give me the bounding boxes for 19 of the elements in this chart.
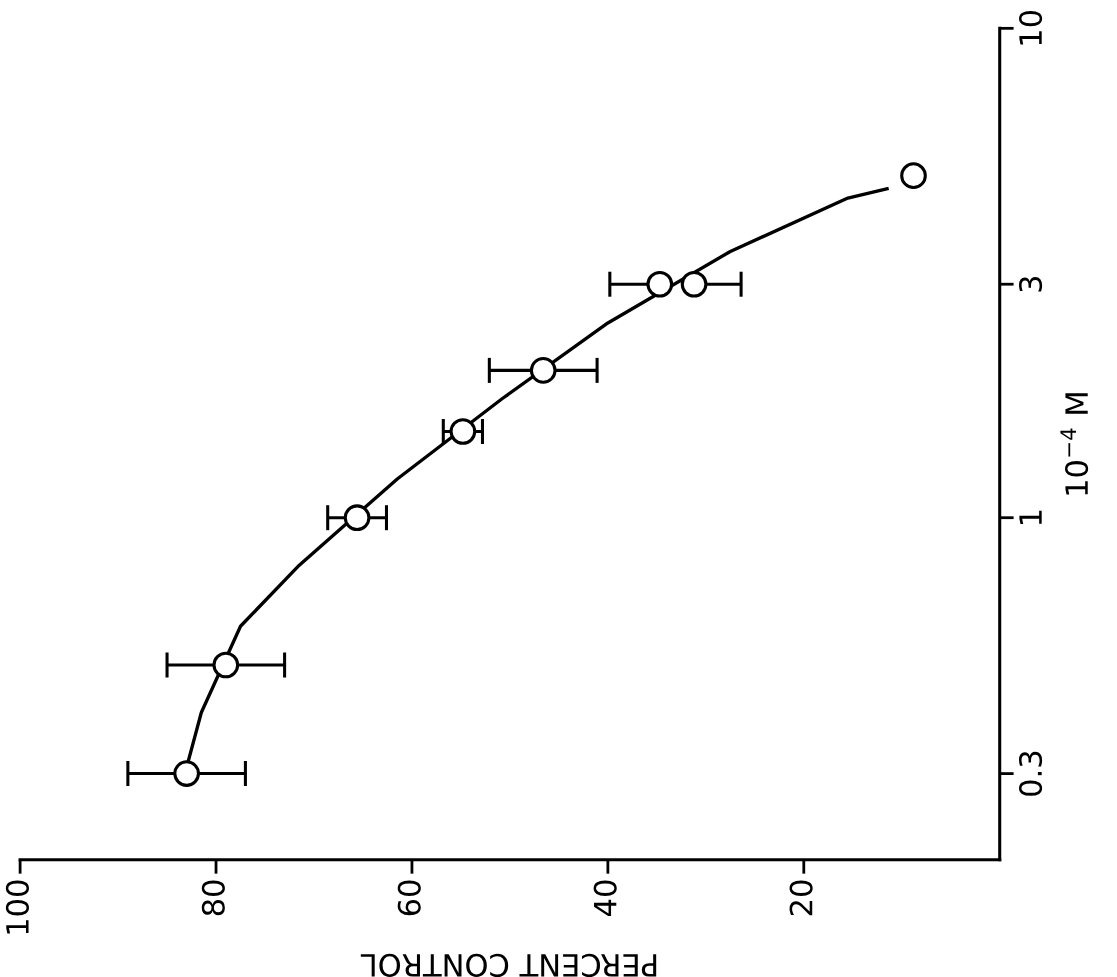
x-tick-label: 60 [397,880,421,916]
x-axis-title: PERCENT CONTROL [360,953,657,977]
point [529,357,557,384]
point [900,162,927,189]
x-tick-label: 80 [201,880,225,916]
point [173,760,200,787]
point [680,270,708,298]
y-tick-label: 10 [1019,10,1043,45]
x-tick-label: 100 [5,880,29,934]
point [646,270,674,298]
x-tick-label: 40 [593,880,617,916]
y-tick-label: 0.3 [1019,751,1043,796]
point [212,651,240,679]
y-tick-label: 3 [1019,276,1043,292]
y-axis-title: 10$^{−4}$ M [1060,393,1089,495]
point [449,418,477,445]
point [343,504,371,532]
x-tick-label: 20 [789,880,813,916]
y-tick-label: 1 [1019,510,1042,525]
